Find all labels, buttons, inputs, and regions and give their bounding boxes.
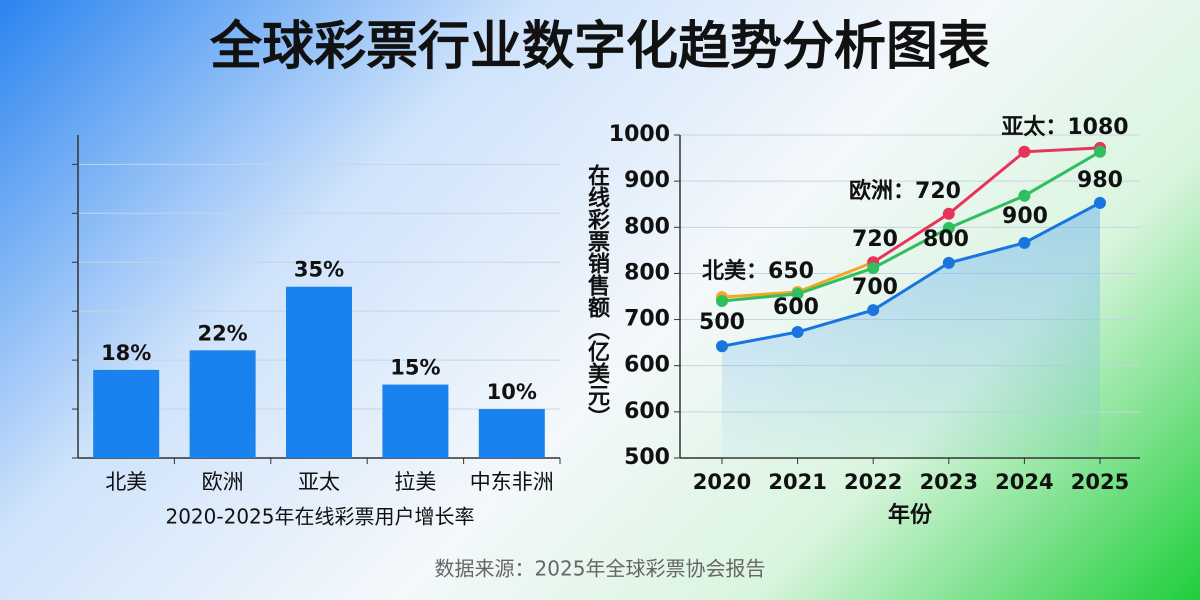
x-tick-label: 2025 — [1071, 470, 1129, 494]
bar — [382, 384, 449, 458]
x-tick-label: 中东非洲 — [470, 470, 554, 494]
y-axis-label: 在线彩票销售额（亿美元） — [584, 163, 611, 428]
y-tick-label: 600 — [624, 399, 670, 424]
x-tick-label: 2023 — [920, 470, 978, 494]
x-tick-label: 2020 — [693, 470, 751, 494]
point — [791, 326, 804, 339]
data-label: 18% — [101, 341, 151, 365]
bar — [189, 350, 256, 458]
x-tick-label: 亚太 — [298, 470, 340, 494]
x-tick-label: 2022 — [844, 470, 902, 494]
y-tick-label: 500 — [624, 445, 670, 470]
x-tick-label: 北美 — [105, 470, 147, 494]
x-axis-label: 2020-2025年在线彩票用户增长率 — [165, 505, 474, 529]
point — [942, 256, 955, 269]
data-label: 15% — [390, 356, 440, 380]
annotation: 600 — [773, 295, 819, 320]
x-axis-label: 年份 — [888, 502, 933, 528]
y-tick-label: 800 — [624, 214, 670, 239]
y-tick-label: 800 — [624, 260, 670, 285]
line — [872, 146, 1101, 264]
annotation: 720 — [852, 227, 898, 252]
point — [1018, 145, 1031, 158]
annotation: 700 — [852, 275, 898, 300]
area — [722, 202, 1100, 458]
annotation: 500 — [699, 310, 745, 335]
bar — [286, 286, 352, 458]
bar — [93, 369, 160, 458]
title: 全球彩票行业数字化趋势分析图表 — [209, 17, 990, 77]
source: 数据来源：2025年全球彩票协会报告 — [435, 557, 766, 581]
line — [721, 201, 1101, 348]
point — [791, 287, 804, 300]
point — [867, 262, 880, 275]
point — [716, 340, 728, 353]
bar — [478, 409, 545, 458]
annotation: 北美：650 — [702, 258, 814, 284]
annotation: 欧洲：720 — [849, 178, 961, 204]
x-tick-label: 拉美 — [394, 470, 436, 494]
data-label: 22% — [197, 321, 247, 345]
annotation: 800 — [923, 227, 969, 252]
y-tick-label: 1000 — [609, 122, 670, 147]
data-label: 35% — [294, 258, 344, 282]
y-tick-label: 900 — [624, 168, 670, 193]
point — [1018, 189, 1031, 202]
annotation: 980 — [1077, 168, 1123, 193]
data-label: 10% — [487, 380, 537, 404]
point — [942, 222, 955, 235]
point — [1094, 145, 1106, 158]
annotation: 亚太：1080 — [1001, 115, 1128, 140]
line — [721, 150, 1101, 303]
annotation: 900 — [1002, 204, 1048, 229]
point — [942, 207, 955, 220]
x-tick-label: 2021 — [768, 470, 826, 494]
point — [1018, 236, 1031, 249]
point — [1094, 196, 1106, 209]
x-tick-label: 欧洲 — [202, 470, 244, 494]
y-tick-label: 600 — [624, 353, 670, 378]
x-tick-label: 2024 — [995, 470, 1053, 494]
y-tick-label: 700 — [624, 307, 670, 332]
point — [716, 295, 728, 308]
point — [867, 304, 880, 317]
